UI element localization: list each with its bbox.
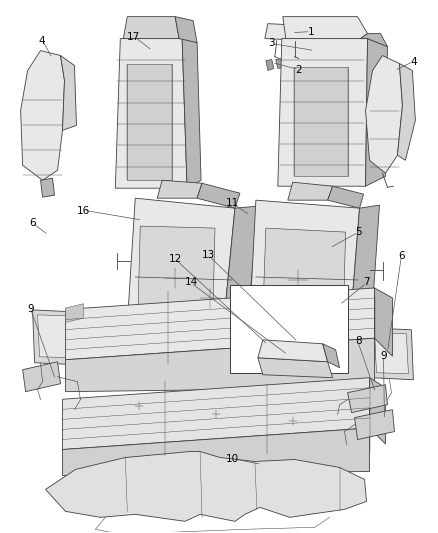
Text: 2: 2: [296, 65, 302, 75]
Polygon shape: [258, 340, 328, 362]
Polygon shape: [307, 26, 318, 45]
Polygon shape: [360, 34, 388, 46]
Polygon shape: [60, 55, 77, 131]
Polygon shape: [23, 362, 60, 392]
Text: 7: 7: [363, 278, 370, 287]
Polygon shape: [323, 344, 339, 368]
Polygon shape: [328, 186, 364, 208]
Text: 9: 9: [381, 351, 387, 361]
Polygon shape: [127, 63, 172, 180]
Polygon shape: [157, 180, 202, 198]
Polygon shape: [265, 23, 310, 41]
Text: 1: 1: [307, 27, 314, 37]
Polygon shape: [370, 328, 413, 379]
Polygon shape: [66, 304, 83, 322]
Polygon shape: [366, 38, 388, 186]
Polygon shape: [278, 38, 367, 186]
Text: 16: 16: [77, 206, 90, 216]
Polygon shape: [258, 358, 332, 378]
Text: 4: 4: [410, 57, 417, 67]
Polygon shape: [38, 315, 72, 358]
Text: 14: 14: [185, 278, 198, 287]
Polygon shape: [124, 17, 179, 38]
Polygon shape: [266, 60, 274, 70]
Text: 6: 6: [29, 218, 35, 228]
Text: 8: 8: [355, 336, 362, 346]
Text: 9: 9: [27, 304, 34, 314]
Polygon shape: [348, 385, 388, 413]
Polygon shape: [374, 333, 408, 374]
Polygon shape: [66, 338, 374, 392]
Polygon shape: [66, 288, 374, 360]
Polygon shape: [276, 59, 284, 69]
Polygon shape: [115, 38, 187, 188]
Polygon shape: [348, 205, 379, 358]
Polygon shape: [283, 17, 367, 38]
Polygon shape: [63, 428, 370, 475]
Text: 4: 4: [39, 36, 46, 45]
Polygon shape: [46, 451, 367, 521]
Text: 12: 12: [169, 254, 182, 263]
Polygon shape: [32, 310, 77, 365]
Text: 17: 17: [127, 32, 141, 42]
Polygon shape: [125, 198, 235, 361]
Text: 10: 10: [226, 454, 239, 464]
Text: 11: 11: [226, 198, 239, 208]
Polygon shape: [294, 67, 348, 176]
Text: 6: 6: [398, 251, 405, 261]
Polygon shape: [374, 288, 392, 356]
Polygon shape: [366, 55, 403, 173]
Polygon shape: [21, 51, 64, 180]
Text: 13: 13: [201, 250, 215, 260]
Polygon shape: [197, 183, 240, 208]
Polygon shape: [262, 228, 346, 345]
Text: 5: 5: [355, 227, 362, 237]
Polygon shape: [137, 226, 215, 344]
Polygon shape: [370, 378, 385, 444]
Polygon shape: [175, 17, 197, 43]
Polygon shape: [220, 206, 258, 361]
Polygon shape: [182, 38, 201, 188]
Polygon shape: [41, 178, 54, 197]
Text: 3: 3: [268, 38, 275, 48]
Polygon shape: [288, 182, 332, 200]
Polygon shape: [63, 378, 370, 449]
FancyBboxPatch shape: [230, 285, 348, 373]
Polygon shape: [397, 63, 415, 160]
Polygon shape: [248, 200, 360, 358]
Polygon shape: [355, 410, 395, 440]
